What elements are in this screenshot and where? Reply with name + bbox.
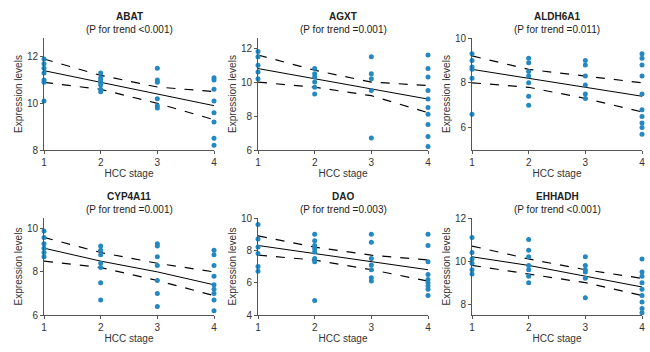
svg-text:6: 6 — [246, 145, 252, 156]
svg-text:1: 1 — [41, 157, 47, 168]
svg-text:4: 4 — [639, 157, 645, 168]
svg-text:Expression levels: Expression levels — [441, 55, 452, 133]
svg-text:2: 2 — [312, 157, 318, 168]
svg-text:2: 2 — [98, 157, 104, 168]
svg-text:4: 4 — [246, 310, 252, 321]
svg-text:HCC stage: HCC stage — [105, 333, 154, 344]
svg-text:12: 12 — [455, 213, 467, 224]
svg-text:4: 4 — [425, 157, 431, 168]
svg-text:4: 4 — [211, 322, 217, 333]
svg-text:6: 6 — [460, 122, 466, 133]
svg-text:HCC stage: HCC stage — [533, 333, 582, 344]
svg-text:Expression levels: Expression levels — [227, 55, 238, 133]
svg-text:4: 4 — [211, 157, 217, 168]
svg-text:1: 1 — [255, 322, 261, 333]
svg-text:10: 10 — [455, 33, 467, 44]
svg-text:4: 4 — [425, 322, 431, 333]
svg-text:(P for trend =0.003): (P for trend =0.003) — [300, 204, 387, 215]
svg-text:2: 2 — [526, 157, 532, 168]
svg-text:12: 12 — [27, 51, 39, 62]
svg-text:2: 2 — [312, 322, 318, 333]
svg-text:3: 3 — [583, 157, 589, 168]
svg-text:(P for trend =0.001): (P for trend =0.001) — [86, 204, 173, 215]
svg-text:8: 8 — [32, 145, 38, 156]
svg-text:10: 10 — [455, 256, 467, 267]
svg-text:(P for trend <0.001): (P for trend <0.001) — [86, 24, 173, 35]
svg-text:4: 4 — [639, 322, 645, 333]
svg-text:1: 1 — [255, 157, 261, 168]
svg-text:2: 2 — [526, 322, 532, 333]
svg-text:8: 8 — [460, 77, 466, 88]
svg-text:(P for trend =0.011): (P for trend =0.011) — [514, 24, 600, 35]
svg-text:3: 3 — [155, 157, 161, 168]
svg-text:6: 6 — [32, 310, 38, 321]
svg-text:Expression levels: Expression levels — [13, 228, 24, 306]
svg-text:AGXT: AGXT — [329, 11, 357, 22]
svg-text:1: 1 — [41, 322, 47, 333]
svg-text:1: 1 — [469, 322, 475, 333]
svg-text:3: 3 — [155, 322, 161, 333]
svg-text:ABAT: ABAT — [116, 11, 143, 22]
svg-text:(P for trend <0.001): (P for trend <0.001) — [514, 204, 601, 215]
svg-text:HCC stage: HCC stage — [319, 333, 368, 344]
svg-text:3: 3 — [583, 322, 589, 333]
svg-text:Expression levels: Expression levels — [441, 228, 452, 306]
svg-text:2: 2 — [98, 322, 104, 333]
svg-text:8: 8 — [460, 299, 466, 310]
svg-text:Expression levels: Expression levels — [13, 55, 24, 133]
svg-text:HCC stage: HCC stage — [533, 168, 582, 179]
svg-text:HCC stage: HCC stage — [105, 168, 154, 179]
svg-text:3: 3 — [369, 157, 375, 168]
svg-text:8: 8 — [32, 266, 38, 277]
svg-text:8: 8 — [246, 245, 252, 256]
svg-text:EHHADH: EHHADH — [536, 191, 579, 202]
svg-text:6: 6 — [246, 277, 252, 288]
svg-text:Expression levels: Expression levels — [227, 228, 238, 306]
svg-text:10: 10 — [241, 77, 253, 88]
svg-text:10: 10 — [27, 223, 39, 234]
svg-text:1: 1 — [469, 157, 475, 168]
svg-text:ALDH6A1: ALDH6A1 — [534, 11, 581, 22]
svg-text:DAO: DAO — [332, 191, 354, 202]
svg-text:HCC stage: HCC stage — [319, 168, 368, 179]
svg-text:CYP4A11: CYP4A11 — [107, 191, 151, 202]
svg-text:12: 12 — [241, 43, 253, 54]
svg-text:8: 8 — [246, 111, 252, 122]
svg-text:10: 10 — [27, 98, 39, 109]
svg-text:10: 10 — [241, 213, 253, 224]
svg-text:3: 3 — [369, 322, 375, 333]
svg-text:(P for trend =0.001): (P for trend =0.001) — [300, 24, 387, 35]
